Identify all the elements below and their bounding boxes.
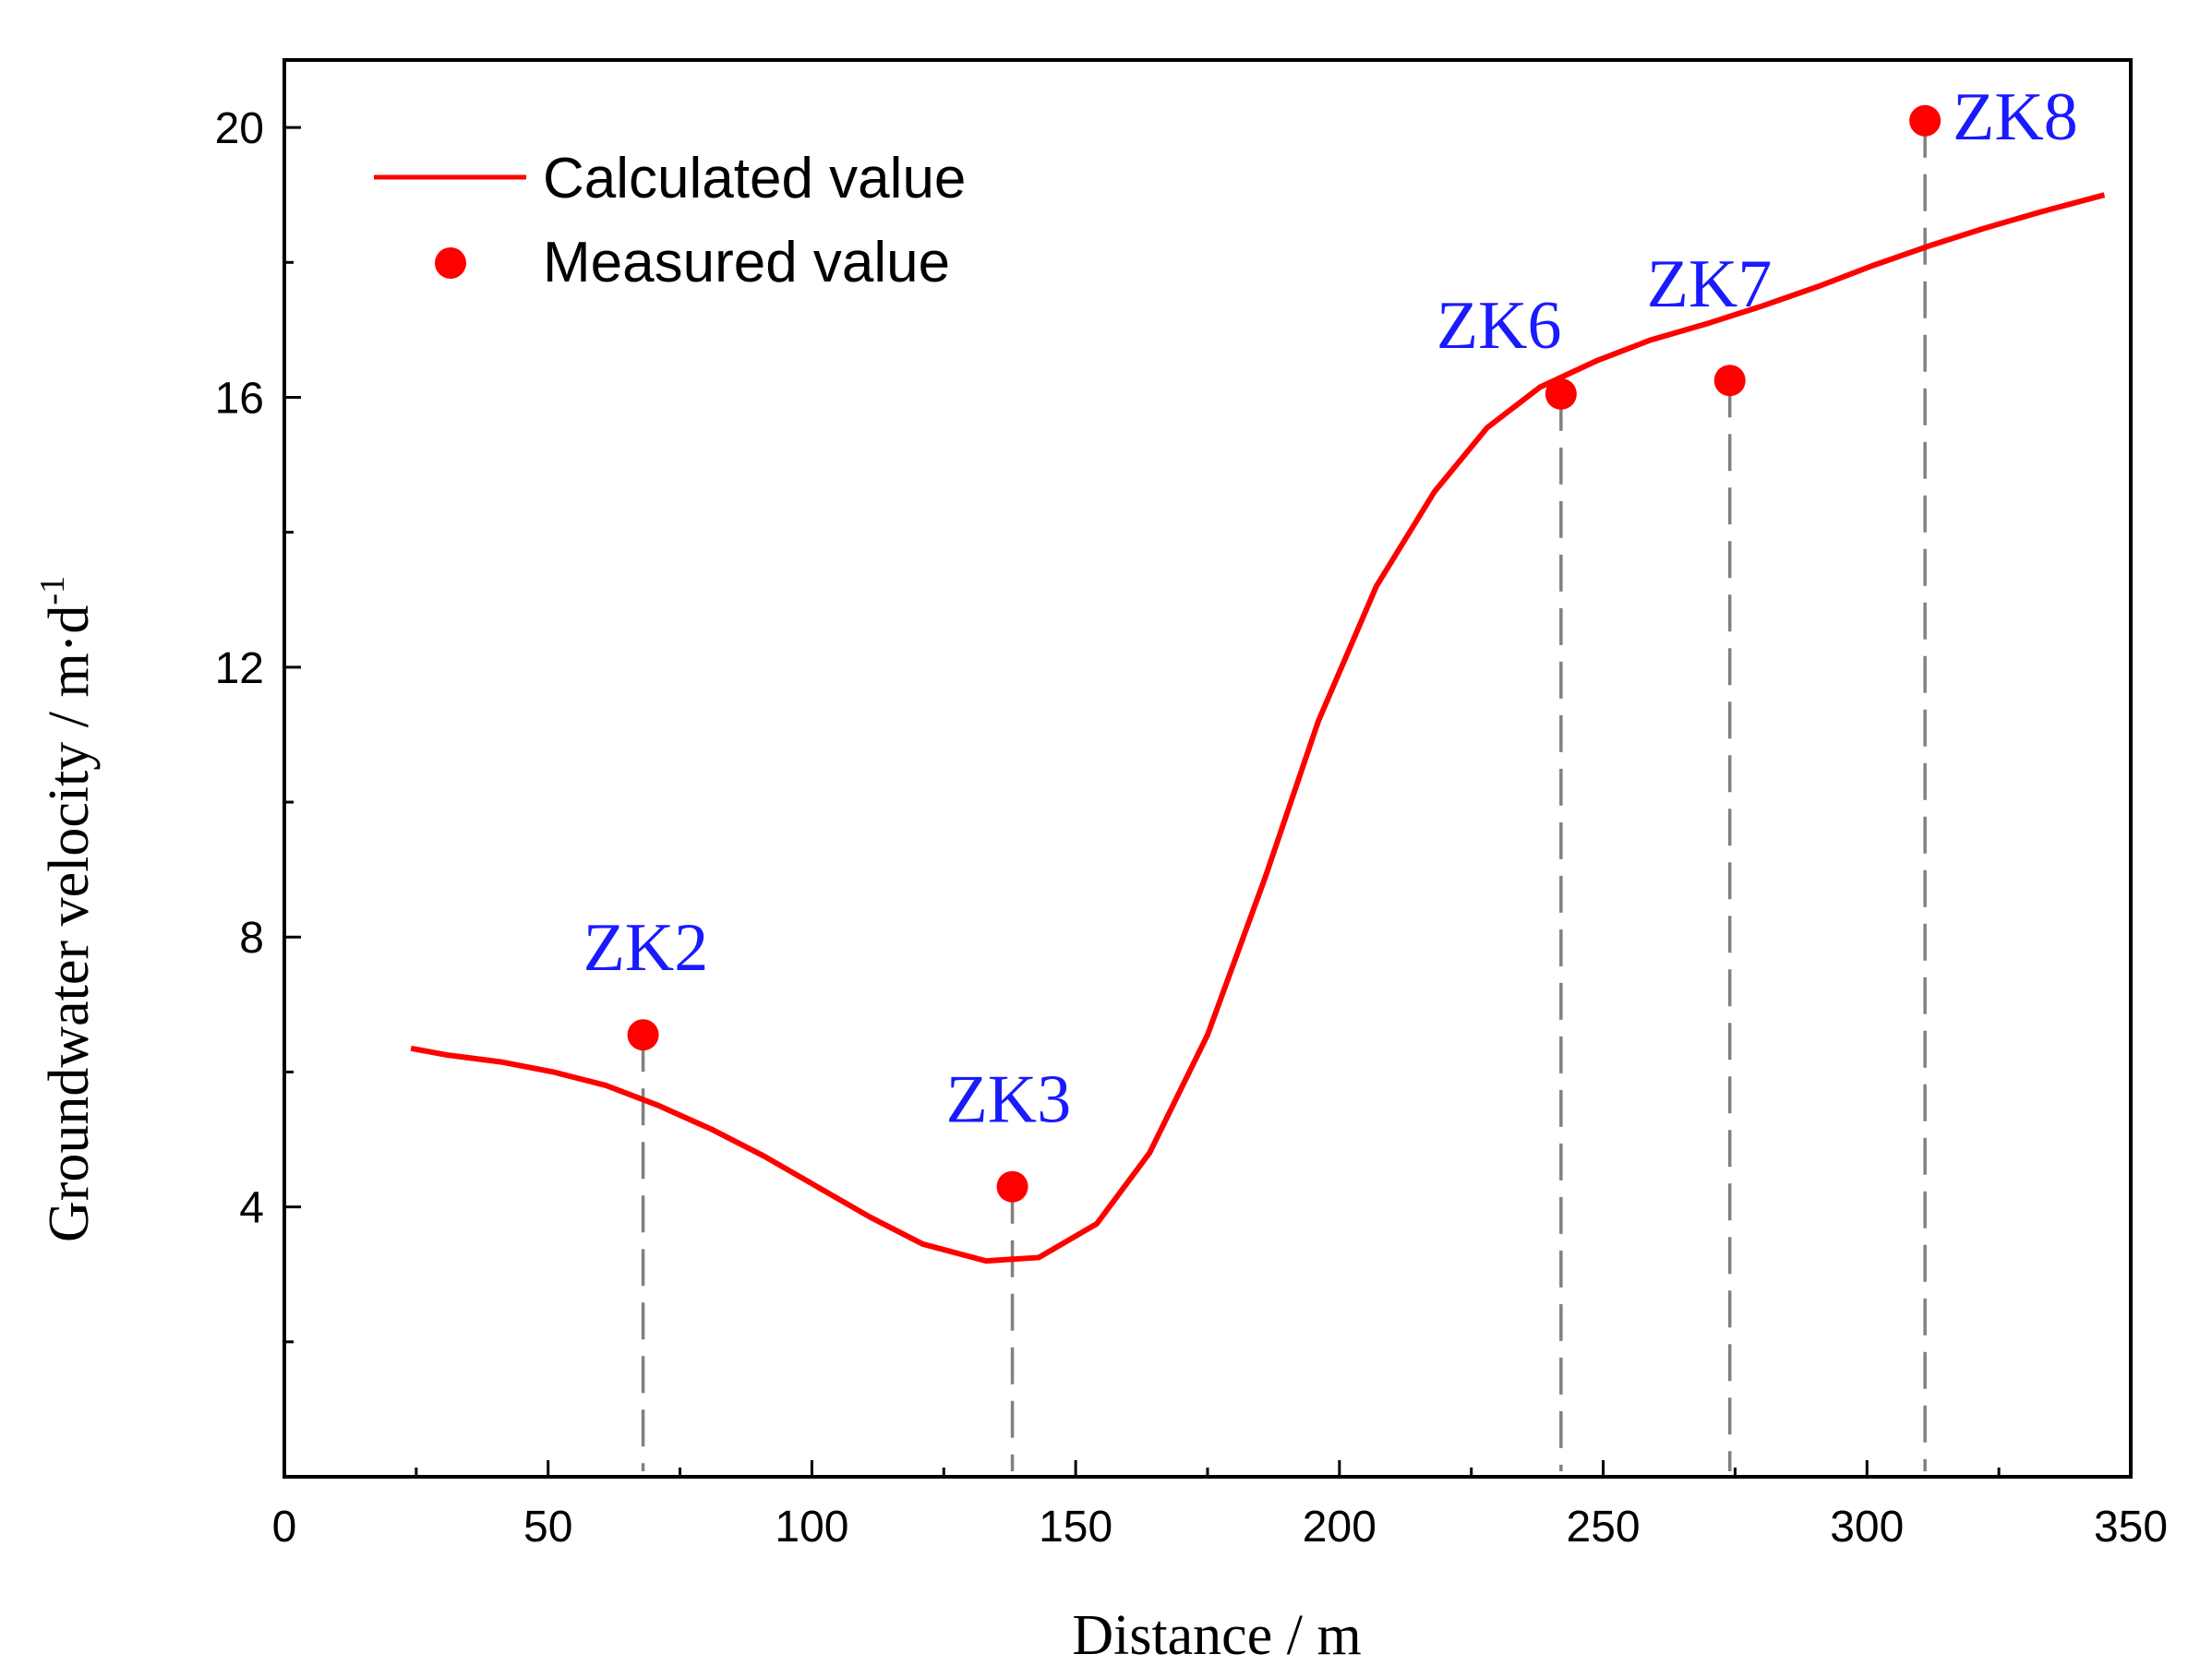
axis-ticks: 0 50 100 150 200 250 300 350 4 8 12 16 20 xyxy=(215,104,2168,1552)
well-labels: ZK2 ZK3 ZK6 ZK7 ZK8 xyxy=(583,79,2078,1138)
measured-point-zk6 xyxy=(1545,378,1577,410)
legend-label-measured: Measured value xyxy=(543,231,950,294)
y-tick-label: 8 xyxy=(239,914,264,963)
measured-point-zk7 xyxy=(1713,365,1746,397)
legend-marker-swatch xyxy=(435,247,466,279)
legend-label-calculated: Calculated value xyxy=(543,147,966,210)
x-tick-label: 100 xyxy=(775,1503,848,1552)
y-tick-label: 20 xyxy=(215,104,264,153)
x-tick-label: 0 xyxy=(272,1503,297,1552)
well-label-zk8: ZK8 xyxy=(1953,79,2078,155)
measured-point-zk2 xyxy=(627,1019,659,1051)
y-tick-label: 12 xyxy=(215,644,264,693)
x-tick-label: 300 xyxy=(1830,1503,1904,1552)
calculated-series xyxy=(410,192,2106,1264)
well-label-zk3: ZK3 xyxy=(946,1062,1072,1138)
y-axis-title-group: Groundwater velocity / m·d-1 xyxy=(33,576,101,1242)
measured-point-zk8 xyxy=(1909,104,1942,137)
x-tick-label: 250 xyxy=(1567,1503,1641,1552)
y-axis-title: Groundwater velocity / m·d-1 xyxy=(33,576,101,1242)
x-tick-label: 150 xyxy=(1039,1503,1112,1552)
x-tick-label: 200 xyxy=(1303,1503,1376,1552)
legend: Calculated value Measured value xyxy=(374,147,966,294)
y-axis-title-superscript: -1 xyxy=(33,576,72,605)
y-axis-title-main: Groundwater velocity / m·d xyxy=(38,605,101,1242)
well-label-zk6: ZK6 xyxy=(1437,288,1562,364)
measured-series xyxy=(627,104,1942,1203)
calculated-line xyxy=(410,192,2106,1264)
y-tick-label: 16 xyxy=(215,374,264,423)
measured-point-zk3 xyxy=(996,1170,1028,1203)
x-tick-label: 350 xyxy=(2094,1503,2168,1552)
guide-lines xyxy=(641,120,1927,1471)
well-label-zk2: ZK2 xyxy=(583,910,709,986)
well-label-zk7: ZK7 xyxy=(1647,246,1773,322)
y-tick-label: 4 xyxy=(239,1184,264,1233)
x-tick-label: 50 xyxy=(523,1503,572,1552)
x-axis-title: Distance / m xyxy=(1072,1604,1361,1667)
